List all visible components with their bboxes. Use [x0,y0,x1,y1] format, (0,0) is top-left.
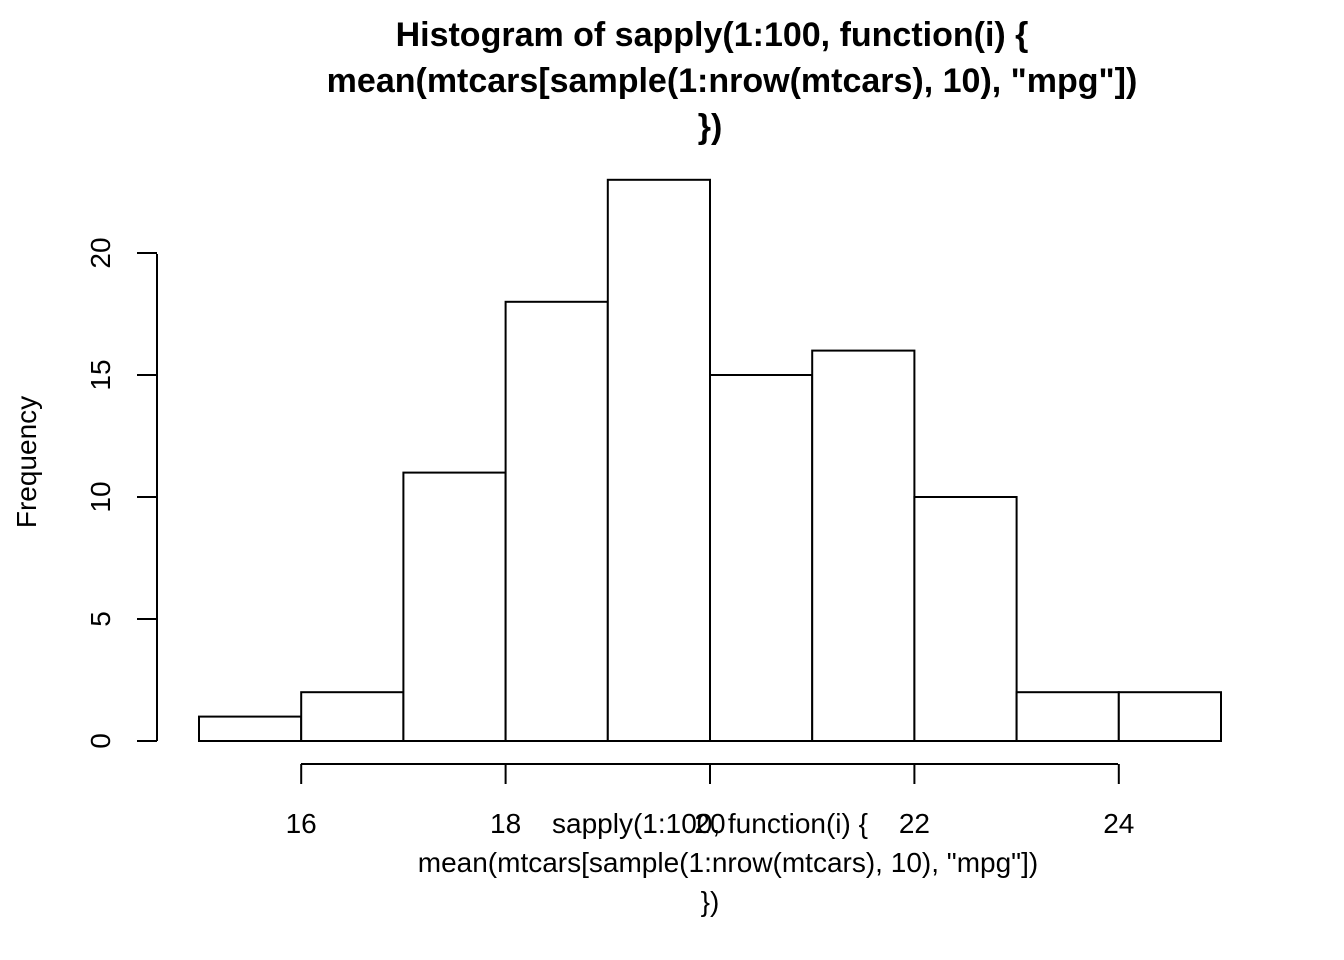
histogram-bar-5 [606,178,711,743]
y-tick-label-0: 0 [85,733,116,749]
y-axis-label: Frequency [11,396,42,528]
y-tick-label-20: 20 [85,237,116,268]
histogram-bar-9 [1015,691,1120,743]
chart-title-line-1: Histogram of sapply(1:100, function(i) { [396,16,1029,54]
y-axis: 0 5 10 15 20 [85,237,158,749]
x-axis: 16 18 20 22 24 [286,763,1134,839]
x-axis-label-line-1: sapply(1:100, function(i) { [552,808,868,839]
histogram-bar-2 [300,691,405,743]
x-axis-label-line-3: }) [701,886,720,917]
chart-title: Histogram of sapply(1:100, function(i) {… [327,16,1138,146]
chart-title-line-2: mean(mtcars[sample(1:nrow(mtcars), 10), … [327,62,1138,100]
x-tick-label-20: 20 [694,808,725,839]
y-tick-label-5: 5 [85,611,116,627]
x-axis-label: sapply(1:100, function(i) { mean(mtcars[… [418,808,1038,917]
y-tick-label-10: 10 [85,481,116,512]
histogram-bar-10 [1117,691,1223,743]
x-axis-label-line-2: mean(mtcars[sample(1:nrow(mtcars), 10), … [418,847,1038,878]
histogram-bar-7 [811,349,916,742]
y-tick-label-15: 15 [85,359,116,390]
histogram-bars [198,178,1223,743]
histogram-bar-3 [402,471,507,742]
x-tick-label-18: 18 [490,808,521,839]
histogram-bar-4 [504,300,609,742]
histogram-bar-1 [198,715,303,742]
x-tick-label-22: 22 [899,808,930,839]
histogram-bar-8 [913,496,1018,742]
histogram-bar-6 [709,374,814,742]
x-tick-label-16: 16 [286,808,317,839]
x-tick-label-24: 24 [1103,808,1134,839]
chart-title-line-3: }) [698,108,723,146]
